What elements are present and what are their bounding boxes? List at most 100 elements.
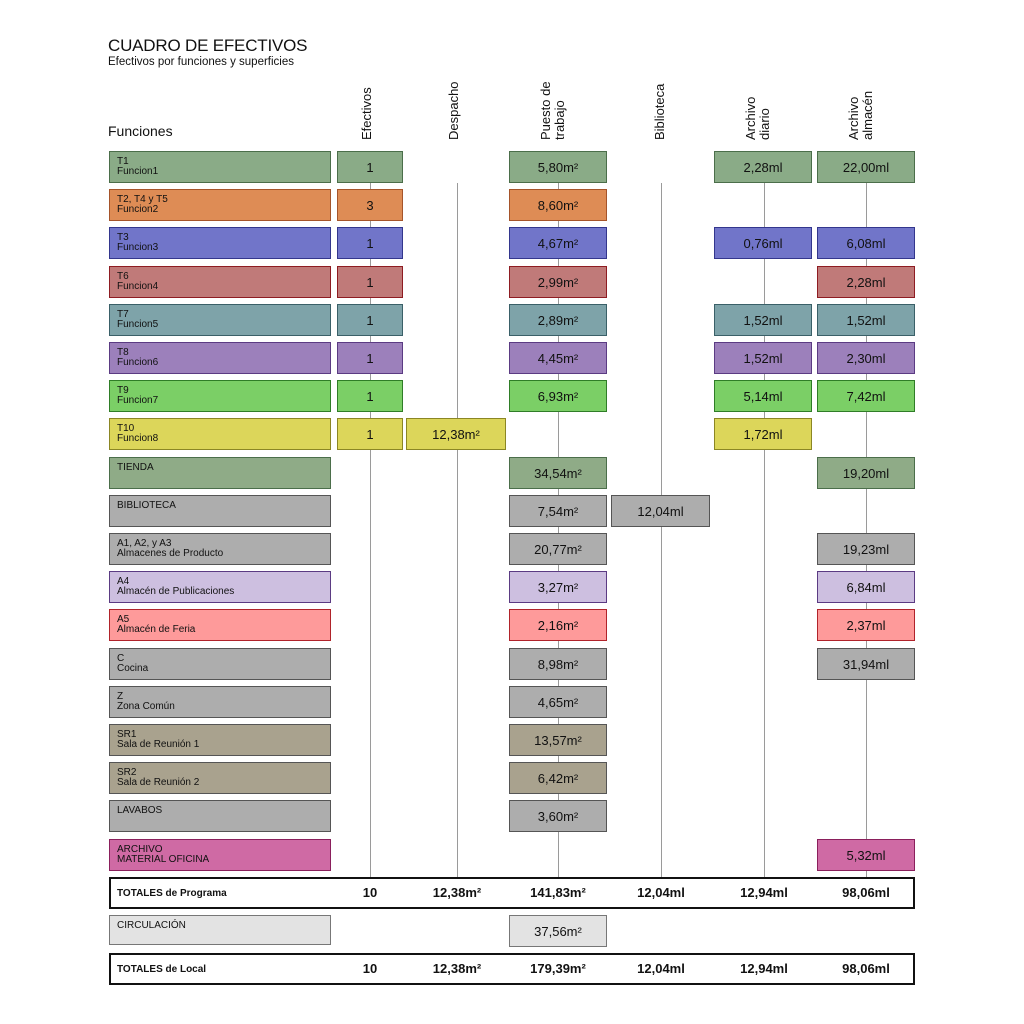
row-label: T2, T4 y T5 Funcion2	[109, 189, 331, 221]
page-subtitle: Efectivos por funciones y superficies	[108, 56, 295, 68]
row-label: A1, A2, y A3 Almacenes de Producto	[109, 533, 331, 565]
column-guide-line-archivo_almacen	[866, 183, 867, 878]
value-cell-puesto: 6,42m²	[509, 762, 607, 794]
value-cell-archivo_diario: 1,72ml	[714, 418, 812, 450]
row-label: BIBLIOTECA	[109, 495, 331, 527]
value-cell-efectivos: 1	[337, 418, 403, 450]
row-code: A1, A2, y A3	[117, 538, 172, 549]
row-label: Z Zona Común	[109, 686, 331, 718]
value-cell-puesto: 20,77m²	[509, 533, 607, 565]
value-cell-efectivos: 1	[337, 342, 403, 374]
row-name: Funcion3	[117, 242, 159, 253]
column-header-archivo_almacen: Archivo almacén	[846, 90, 875, 140]
row-code: A4	[117, 576, 130, 587]
value-cell-puesto: 3,60m²	[509, 800, 607, 832]
column-guide-line-biblioteca	[661, 183, 662, 878]
page-title: CUADRO DE EFECTIVOS	[108, 36, 308, 55]
value-cell-puesto: 2,16m²	[509, 609, 607, 641]
value-cell-puesto: 8,98m²	[509, 648, 607, 680]
totales-local-box	[109, 953, 915, 985]
value-cell-puesto: 5,80m²	[509, 151, 607, 183]
value-cell-puesto: 3,27m²	[509, 571, 607, 603]
column-guide-line-archivo_diario	[764, 183, 765, 878]
row-code: T9	[117, 385, 129, 396]
value-cell-archivo_almacen: 7,42ml	[817, 380, 915, 412]
row-code: T10	[117, 423, 135, 434]
row-label: C Cocina	[109, 648, 331, 680]
value-cell-puesto: 2,89m²	[509, 304, 607, 336]
row-code: T7	[117, 309, 129, 320]
value-cell-puesto: 34,54m²	[509, 457, 607, 489]
row-code: T2, T4 y T5	[117, 194, 168, 205]
circulacion-text: CIRCULACIÓN	[117, 920, 186, 931]
value-cell-puesto: 4,67m²	[509, 227, 607, 259]
row-name: Funcion8	[117, 433, 159, 444]
totales-programa-puesto: 141,83m²	[530, 885, 586, 900]
column-header-line: Archivo	[846, 96, 861, 140]
row-name: Almacén de Publicaciones	[117, 586, 235, 597]
column-header-line: Archivo	[743, 96, 758, 140]
row-label: T8 Funcion6	[109, 342, 331, 374]
column-guide-line-despacho	[457, 183, 458, 878]
value-cell-archivo_diario: 1,52ml	[714, 342, 812, 374]
row-name: Funcion4	[117, 281, 159, 292]
row-name: Funcion7	[117, 395, 159, 406]
value-cell-puesto: 8,60m²	[509, 189, 607, 221]
value-cell-biblioteca: 12,04ml	[611, 495, 710, 527]
totales-programa-label: TOTALES de Programa	[117, 888, 227, 899]
row-code: T8	[117, 347, 129, 358]
totales-local-label: TOTALES de Local	[117, 964, 207, 975]
totales-local-despacho: 12,38m²	[432, 961, 482, 976]
column-header-efectivos: Efectivos	[359, 87, 374, 140]
row-label: T10 Funcion8	[109, 418, 331, 450]
value-cell-archivo_almacen: 2,30ml	[817, 342, 915, 374]
row-label: ARCHIVO MATERIAL OFICINA	[109, 839, 331, 871]
value-cell-archivo_almacen: 6,08ml	[817, 227, 915, 259]
value-cell-efectivos: 1	[337, 227, 403, 259]
column-header-line: almacén	[860, 90, 875, 140]
row-name: Funcion2	[117, 204, 159, 215]
totales-programa-archivo_almacen: 98,06ml	[842, 885, 890, 900]
value-cell-archivo_almacen: 19,20ml	[817, 457, 915, 489]
row-name: Sala de Reunión 2	[117, 777, 200, 788]
row-label: TIENDA	[109, 457, 331, 489]
value-cell-puesto: 4,65m²	[509, 686, 607, 718]
totales-programa-biblioteca: 12,04ml	[637, 885, 685, 900]
row-label: T6 Funcion4	[109, 266, 331, 298]
totales-programa-archivo_diario: 12,94ml	[740, 885, 788, 900]
column-header-line: diario	[757, 108, 772, 140]
row-name: Funcion6	[117, 357, 159, 368]
value-cell-efectivos: 3	[337, 189, 403, 221]
row-code: SR2	[117, 767, 137, 778]
row-name: Almacén de Feria	[117, 624, 196, 635]
value-cell-archivo_almacen: 22,00ml	[817, 151, 915, 183]
value-cell-archivo_diario: 0,76ml	[714, 227, 812, 259]
totales-local-archivo_diario: 12,94ml	[740, 961, 788, 976]
value-cell-archivo_almacen: 1,52ml	[817, 304, 915, 336]
value-cell-archivo_almacen: 6,84ml	[817, 571, 915, 603]
value-cell-puesto: 13,57m²	[509, 724, 607, 756]
column-header-puesto: Puesto de trabajo	[538, 81, 567, 140]
value-cell-puesto: 2,99m²	[509, 266, 607, 298]
row-label: T7 Funcion5	[109, 304, 331, 336]
row-label: T1 Funcion1	[109, 151, 331, 183]
column-header-line: trabajo	[552, 100, 567, 140]
column-guide-line-puesto	[558, 183, 559, 878]
row-code: LAVABOS	[117, 805, 163, 816]
row-label: T9 Funcion7	[109, 380, 331, 412]
row-code: TIENDA	[117, 462, 154, 473]
row-name: Zona Común	[117, 701, 175, 712]
funciones-heading: Funciones	[108, 123, 173, 139]
value-cell-archivo_diario: 2,28ml	[714, 151, 812, 183]
row-code: Z	[117, 691, 124, 702]
value-cell-efectivos: 1	[337, 380, 403, 412]
value-cell-archivo_almacen: 5,32ml	[817, 839, 915, 871]
row-label: A5 Almacén de Feria	[109, 609, 331, 641]
row-label: SR2 Sala de Reunión 2	[109, 762, 331, 794]
value-cell-archivo_diario: 5,14ml	[714, 380, 812, 412]
row-code: SR1	[117, 729, 137, 740]
row-name: MATERIAL OFICINA	[117, 854, 210, 865]
row-name: Cocina	[117, 663, 149, 674]
row-name: Funcion1	[117, 166, 159, 177]
row-code: T6	[117, 271, 129, 282]
